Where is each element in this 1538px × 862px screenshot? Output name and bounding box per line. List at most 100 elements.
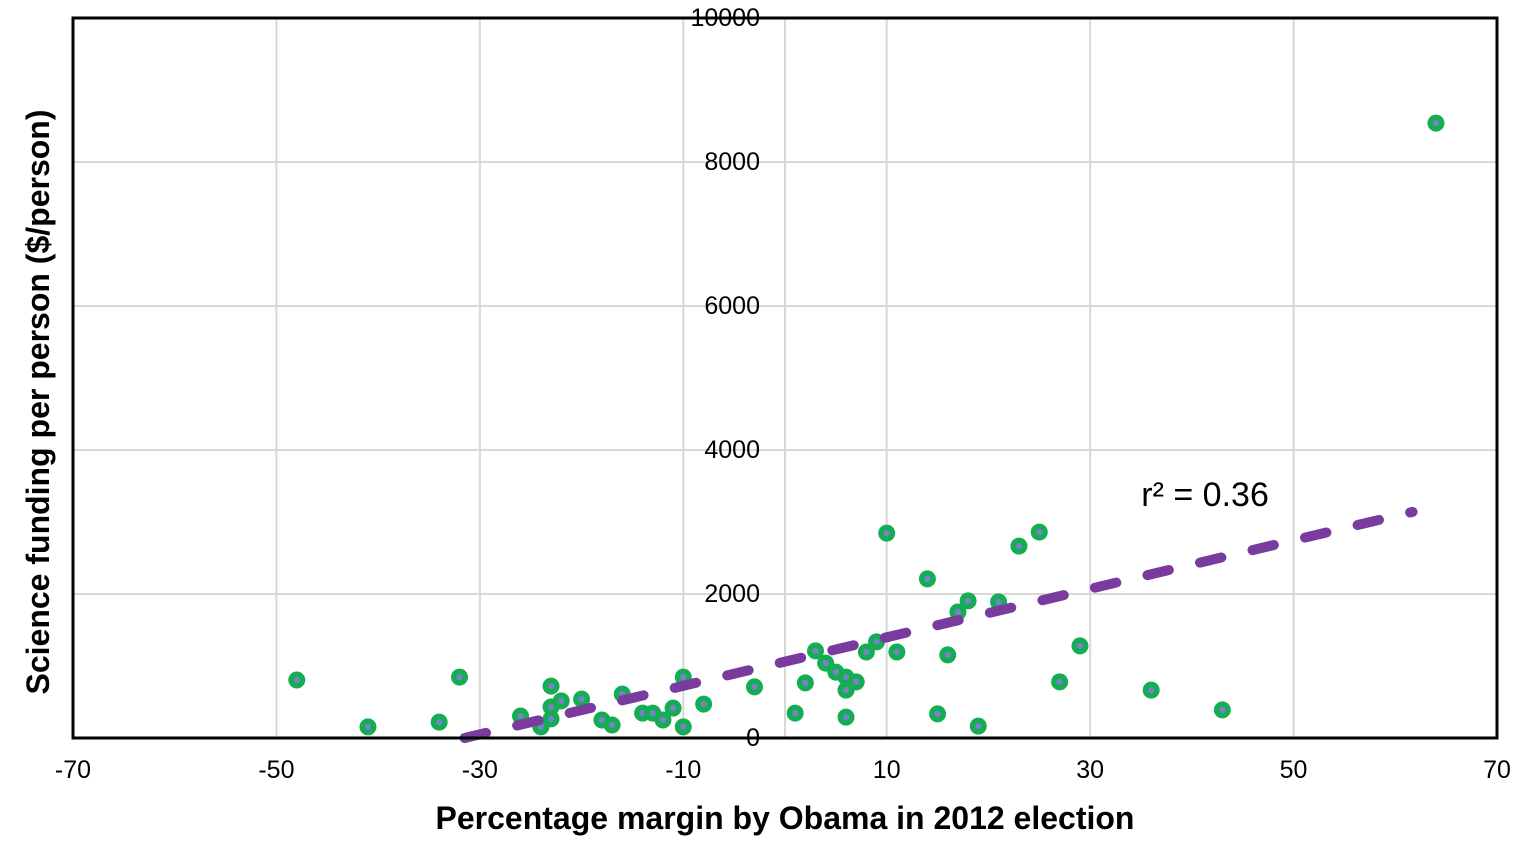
data-point xyxy=(573,690,591,708)
point-center-dot xyxy=(659,716,667,724)
point-center-dot xyxy=(863,648,870,656)
x-axis-title: Percentage margin by Obama in 2012 elect… xyxy=(436,800,1135,836)
y-tick-label: 6000 xyxy=(704,292,760,320)
data-point xyxy=(1071,637,1089,655)
point-center-dot xyxy=(842,714,850,721)
gridlines-layer xyxy=(72,17,1498,739)
point-center-dot xyxy=(842,687,850,694)
point-center-dot xyxy=(751,683,758,690)
point-center-dot xyxy=(954,608,962,616)
point-center-dot xyxy=(934,710,941,717)
point-center-dot xyxy=(700,701,707,708)
data-point xyxy=(1030,523,1048,541)
data-point xyxy=(939,646,957,664)
point-center-dot xyxy=(1148,687,1155,694)
point-center-dot xyxy=(680,674,687,681)
point-center-dot xyxy=(547,715,555,723)
point-center-dot xyxy=(1432,120,1440,127)
data-point xyxy=(878,524,896,542)
x-tick-label: -70 xyxy=(55,756,91,784)
point-center-dot xyxy=(1076,642,1084,649)
point-center-dot xyxy=(802,679,809,687)
point-center-dot xyxy=(873,638,880,645)
data-point xyxy=(786,704,804,722)
point-center-dot xyxy=(1015,543,1023,550)
point-center-dot xyxy=(853,678,860,685)
x-tick-label: 70 xyxy=(1483,756,1511,784)
data-point xyxy=(542,677,560,695)
data-point xyxy=(695,695,713,713)
data-point xyxy=(1427,114,1445,132)
point-center-dot xyxy=(964,597,972,604)
data-point xyxy=(674,718,692,736)
data-point xyxy=(1213,701,1231,719)
data-point xyxy=(847,673,865,691)
data-point xyxy=(288,671,306,689)
point-center-dot xyxy=(842,674,850,681)
data-point xyxy=(888,643,906,661)
x-tick-label: -50 xyxy=(258,756,294,784)
point-center-dot xyxy=(1056,678,1063,685)
point-center-dot xyxy=(598,716,606,724)
point-center-dot xyxy=(822,660,829,667)
point-center-dot xyxy=(649,710,656,717)
data-point xyxy=(918,570,936,588)
point-center-dot xyxy=(832,669,839,676)
point-center-dot xyxy=(293,676,300,684)
point-center-dot xyxy=(812,647,819,654)
point-center-dot xyxy=(608,721,616,729)
point-center-dot xyxy=(883,530,890,537)
x-tick-label: 10 xyxy=(873,756,901,784)
point-center-dot xyxy=(944,651,951,658)
x-tick-labels: -70 -50 -30 -10 10 30 50 70 xyxy=(55,756,1511,784)
data-point xyxy=(1010,537,1028,555)
point-center-dot xyxy=(670,705,677,712)
data-point xyxy=(929,705,947,723)
plot-border xyxy=(71,16,1499,740)
point-center-dot xyxy=(893,648,900,656)
point-center-dot xyxy=(547,683,555,690)
point-center-dot xyxy=(975,723,982,730)
points-layer xyxy=(288,114,1445,736)
point-center-dot xyxy=(578,696,585,703)
data-point xyxy=(745,678,763,696)
data-point xyxy=(664,699,682,717)
x-tick-label: 30 xyxy=(1076,756,1104,784)
data-point xyxy=(1142,681,1160,699)
data-point xyxy=(837,708,855,726)
point-center-dot xyxy=(1036,528,1043,536)
y-tick-label: 4000 xyxy=(704,436,760,464)
trend-line xyxy=(459,506,1418,743)
y-axis-title: Science funding per person ($/person) xyxy=(20,110,56,695)
data-point xyxy=(552,692,570,710)
point-center-dot xyxy=(1219,706,1226,714)
point-center-dot xyxy=(558,697,565,705)
point-center-dot xyxy=(436,719,443,726)
data-point xyxy=(359,718,377,736)
point-center-dot xyxy=(364,723,372,730)
data-point xyxy=(542,710,560,728)
r-squared-annotation: r² = 0.36 xyxy=(1141,476,1269,514)
data-point xyxy=(451,668,469,686)
point-center-dot xyxy=(924,575,931,582)
point-center-dot xyxy=(547,703,555,711)
x-tick-label: -30 xyxy=(462,756,498,784)
point-center-dot xyxy=(995,598,1002,606)
x-tick-label: -10 xyxy=(665,756,701,784)
data-point xyxy=(603,716,621,734)
point-center-dot xyxy=(680,723,687,730)
data-point xyxy=(654,711,672,729)
y-tick-label: 2000 xyxy=(704,580,760,608)
data-point xyxy=(1051,673,1069,691)
y-tick-label: 8000 xyxy=(704,148,760,176)
data-point xyxy=(969,717,987,735)
data-point xyxy=(807,642,825,660)
point-center-dot xyxy=(517,712,524,720)
point-center-dot xyxy=(456,674,463,681)
data-point xyxy=(796,674,814,692)
point-center-dot xyxy=(639,710,646,717)
x-tick-label: 50 xyxy=(1280,756,1308,784)
